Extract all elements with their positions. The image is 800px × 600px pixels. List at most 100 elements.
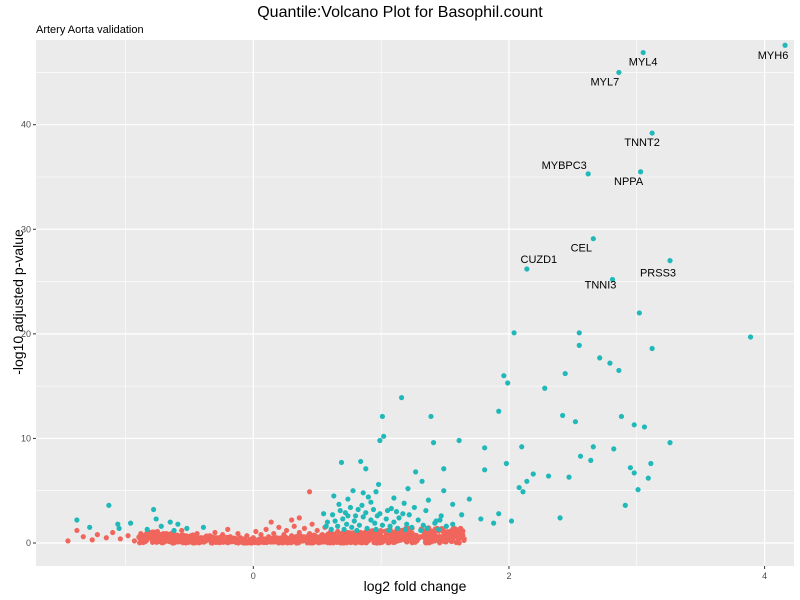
scatter-point-sig [379, 413, 386, 420]
scatter-point-ns [273, 535, 279, 541]
point-label: MYL7 [591, 76, 620, 88]
point-label: PRSS3 [640, 268, 676, 280]
y-tick-label: 10 [21, 433, 31, 443]
scatter-point-ns [378, 527, 384, 534]
scatter-point-ns [255, 537, 262, 543]
chart-title: Quantile:Volcano Plot for Basophil.count [257, 4, 543, 21]
scatter-point-ns [296, 515, 302, 521]
scatter-point-ns [459, 531, 466, 537]
scatter-point-sig [352, 513, 359, 519]
scatter-point-sig [516, 484, 522, 491]
point-label: NPPA [614, 176, 644, 188]
labeled-point [667, 258, 673, 264]
scatter-point-ns [360, 537, 366, 543]
scatter-point-sig [360, 490, 366, 496]
scatter-point-ns [227, 534, 233, 540]
scatter-point-sig [391, 495, 397, 501]
labeled-point [616, 69, 622, 76]
x-tick-label: 4 [762, 571, 767, 581]
scatter-point-sig [386, 527, 392, 534]
scatter-point-sig [340, 516, 346, 522]
scatter-point-ns [154, 528, 161, 535]
scatter-point-sig [450, 521, 456, 527]
scatter-point-sig [627, 465, 633, 471]
scatter-point-ns [223, 537, 230, 543]
labeled-point [609, 276, 616, 283]
scatter-point-sig [372, 520, 378, 526]
point-label: MYL4 [629, 57, 658, 69]
labeled-point [524, 266, 530, 272]
scatter-point-ns [329, 533, 336, 539]
scatter-point-sig [393, 509, 400, 515]
scatter-point-sig [501, 373, 507, 379]
scatter-point-sig [478, 516, 484, 522]
scatter-point-sig [370, 506, 377, 513]
scatter-point-sig [377, 511, 383, 517]
scatter-point-sig [323, 523, 329, 529]
scatter-point-sig [387, 523, 393, 529]
scatter-point-sig [388, 505, 394, 512]
scatter-point-sig [413, 469, 419, 475]
scatter-point-sig [363, 510, 369, 516]
scatter-point-ns [395, 538, 401, 544]
y-tick-label: 40 [21, 120, 31, 130]
scatter-point-ns [299, 535, 305, 541]
scatter-point-sig [496, 408, 502, 414]
point-label: TNNT2 [624, 137, 659, 149]
scatter-point-ns [455, 538, 461, 544]
labeled-point [640, 49, 646, 56]
scatter-point-ns [306, 530, 313, 537]
scatter-point-sig [419, 478, 425, 484]
scatter-point-ns [110, 529, 116, 536]
scatter-point-ns [324, 536, 331, 542]
scatter-point-sig [379, 522, 386, 528]
scatter-point-ns [432, 538, 438, 544]
scatter-point-ns [347, 534, 354, 540]
scatter-point-ns [143, 535, 149, 541]
scatter-point-sig [505, 380, 511, 386]
scatter-point-sig [344, 521, 350, 527]
scatter-point-ns [179, 532, 185, 538]
scatter-point-sig [331, 493, 337, 499]
scatter-point-ns [418, 534, 424, 540]
scatter-point-sig [450, 501, 456, 507]
labeled-points: MYH6 MYL4 MYL7 TNNT2 MYBPC3 NPPA CEL PRSS3 CUZD1… [521, 42, 788, 291]
scatter-point-sig [428, 413, 434, 420]
scatter-point-sig [373, 526, 379, 532]
scatter-point-ns [194, 530, 200, 537]
scatter-point-ns [149, 537, 155, 543]
scatter-point-ns [137, 540, 143, 546]
scatter-point-ns [276, 524, 282, 530]
scatter-point-ns [212, 529, 218, 536]
scatter-point-sig [590, 444, 596, 450]
scatter-point-ns [461, 536, 467, 542]
scatter-point-sig [631, 422, 637, 428]
scatter-point-ns [250, 535, 256, 541]
x-tick-label: 2 [506, 571, 511, 581]
scatter-point-sig [360, 514, 366, 520]
scatter-point-ns [459, 528, 466, 534]
scatter-point-ns [271, 530, 277, 537]
scatter-point-sig [577, 453, 584, 459]
scatter-point-ns [410, 536, 416, 542]
scatter-point-sig [200, 524, 207, 530]
scatter-point-sig [459, 512, 465, 518]
scatter-point-sig [631, 470, 637, 476]
scatter-point-ns [165, 538, 171, 544]
scatter-point-ns [296, 529, 302, 536]
scatter-point-sig [368, 499, 374, 505]
scatter-point-sig [572, 419, 579, 425]
scatter-point-sig [576, 330, 582, 336]
scatter-point-sig [116, 525, 122, 531]
scatter-point-ns [260, 536, 267, 542]
scatter-point-ns [289, 517, 295, 523]
scatter-point-sig [355, 506, 361, 513]
scatter-point-sig [635, 487, 641, 493]
scatter-point-sig [364, 525, 370, 531]
scatter-point-ns [203, 538, 209, 544]
scatter-point-sig [150, 506, 157, 513]
scatter-point-sig [597, 355, 603, 361]
minor-gridlines [36, 40, 794, 566]
scatter-point-ns [355, 536, 361, 542]
